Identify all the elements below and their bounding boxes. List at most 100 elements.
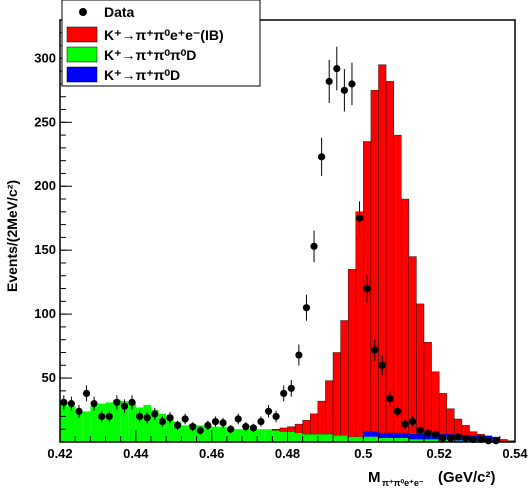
y-axis-label: Events/(2MeV/c²) (4, 180, 20, 292)
x-axis-label: M π⁺π⁰e⁺e⁻ (GeV/c²) (368, 469, 496, 488)
bar-dd (135, 407, 144, 442)
bar-dd (264, 429, 273, 442)
x-tick-label: 0.42 (47, 446, 72, 461)
bar-dd (386, 438, 394, 442)
legend-entry-d: K⁺→π⁺π⁰D (66, 66, 180, 83)
bar-dd (401, 438, 409, 442)
legend-entry-data: Data (79, 4, 135, 20)
data-point (371, 346, 379, 354)
bar-dd (416, 439, 424, 442)
data-point (446, 434, 455, 442)
bar-dd (279, 431, 288, 442)
bar-ib (287, 426, 296, 432)
bar-dd (348, 436, 356, 442)
y-tick-label: 200 (34, 178, 56, 193)
bar-ib (279, 427, 288, 432)
bar-dd (60, 403, 68, 442)
data-point (181, 415, 189, 423)
bar-ib (385, 81, 394, 434)
bar-dd (370, 436, 379, 442)
data-points (60, 46, 500, 445)
y-tick-label: 250 (34, 114, 56, 129)
bar-dd (173, 421, 182, 442)
bar-d (408, 434, 417, 440)
x-axis: 0.42 0.44 0.46 0.48 0.5 0.52 0.54 (47, 430, 528, 461)
bar-ib (416, 303, 425, 435)
data-point (295, 351, 303, 359)
data-point (469, 435, 477, 444)
data-point (189, 423, 197, 431)
bar-ib (454, 418, 463, 436)
data-point (113, 398, 121, 406)
legend-label-ib: K⁺→π⁺π⁰e⁺e⁻(IB) (104, 27, 224, 43)
data-point (234, 415, 242, 423)
legend-label-data: Data (104, 4, 135, 20)
x-axis-label-main: M (368, 469, 381, 486)
bar-d (370, 431, 379, 437)
bar-dd (431, 439, 440, 442)
data-point (219, 419, 227, 427)
bar-dd (257, 429, 265, 442)
legend-data-marker (79, 8, 87, 16)
bar-dd (211, 426, 220, 442)
data-point (333, 64, 341, 73)
data-point (454, 433, 462, 441)
bar-dd (302, 434, 311, 442)
data-point (363, 284, 371, 293)
bar-ib (401, 198, 410, 434)
bar-ib (325, 380, 334, 435)
y-tick-label: 300 (34, 50, 56, 65)
data-point (424, 429, 432, 437)
data-point (143, 414, 151, 422)
data-point (60, 398, 68, 406)
bar-dd (97, 403, 106, 442)
data-point (287, 384, 295, 392)
histogram-bars (60, 64, 516, 443)
bar-dd (204, 426, 212, 442)
bar-ib (469, 431, 478, 436)
x-axis-label-sub: π⁺π⁰e⁺e⁻ (382, 478, 424, 488)
bar-dd (310, 434, 318, 442)
y-axis: 50 100 150 200 250 300 (34, 19, 72, 430)
data-point (492, 437, 500, 445)
y-tick-label: 100 (34, 306, 56, 321)
bar-ib (340, 320, 349, 436)
data-point (280, 389, 288, 398)
data-point (151, 410, 159, 418)
bar-ib (302, 420, 311, 435)
bar-dd (287, 431, 296, 442)
data-point (257, 417, 265, 426)
data-point (318, 153, 326, 161)
bar-dd (219, 426, 227, 442)
bar-dd (234, 429, 242, 442)
x-tick-label: 0.48 (275, 446, 300, 461)
legend-swatch-ib (66, 26, 98, 43)
bar-dd (128, 402, 136, 442)
data-point (173, 421, 182, 429)
bar-d (386, 433, 394, 439)
bar-ib (347, 269, 356, 438)
bar-ib (393, 134, 402, 434)
bar-ib (431, 371, 440, 435)
data-point (462, 434, 470, 442)
data-point (310, 242, 318, 250)
data-point (401, 420, 409, 428)
bar-d (416, 434, 424, 440)
bar-dd (158, 413, 167, 442)
data-point (340, 86, 348, 94)
x-tick-label: 0.44 (123, 446, 149, 461)
bar-dd (242, 429, 250, 442)
data-point (227, 425, 235, 433)
bar-ib (461, 425, 470, 436)
bar-ib (446, 408, 455, 435)
bar-d (401, 433, 409, 439)
bar-dd (143, 404, 151, 442)
data-point (242, 423, 250, 431)
bar-dd (181, 425, 189, 442)
bar-ib (408, 256, 417, 435)
legend-entry-dd: K⁺→π⁺π⁰π⁰D (66, 46, 196, 63)
bar-ib (317, 400, 326, 435)
legend-label-dd: K⁺→π⁺π⁰π⁰D (104, 47, 196, 63)
data-point (204, 421, 212, 429)
